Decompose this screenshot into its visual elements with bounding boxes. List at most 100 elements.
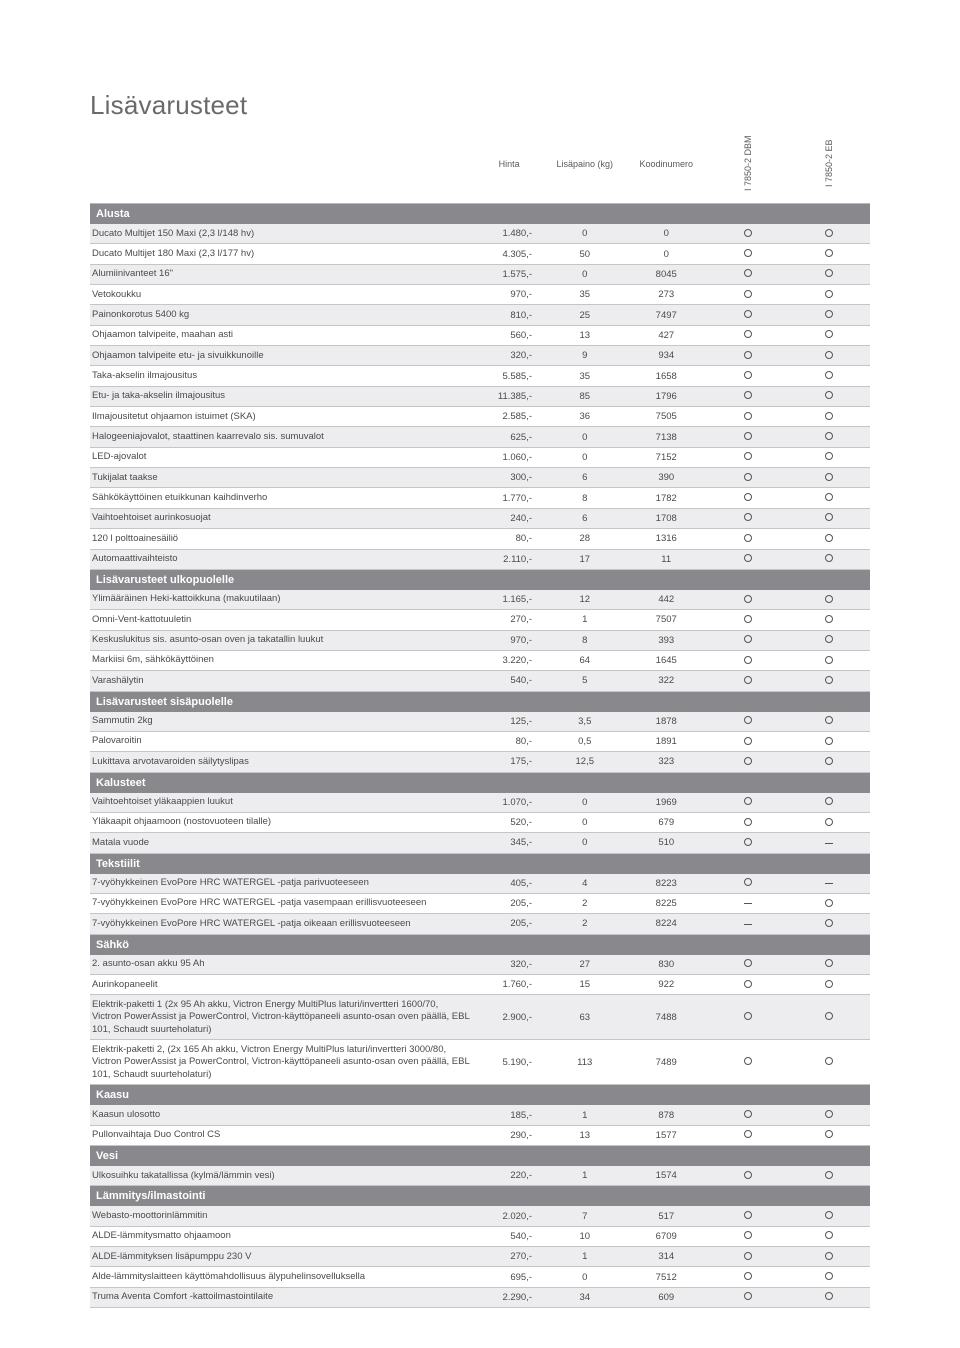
row-price: 240,-	[474, 508, 544, 528]
section-header: Lisävarusteet ulkopuolelle	[90, 569, 870, 590]
row-weight: 5	[544, 671, 625, 691]
table-row: Truma Aventa Comfort -kattoilmastointila…	[90, 1287, 870, 1307]
row-label: Pullonvaihtaja Duo Control CS	[90, 1125, 474, 1145]
row-weight: 0	[544, 812, 625, 832]
row-price: 270,-	[474, 1247, 544, 1267]
table-row: Elektrik-paketti 2, (2x 165 Ah akku, Vic…	[90, 1040, 870, 1085]
option-circle-icon	[744, 1272, 752, 1280]
table-row: 7-vyöhykkeinen EvoPore HRC WATERGEL -pat…	[90, 874, 870, 894]
row-code: 830	[626, 955, 707, 975]
row-opt-b	[788, 488, 870, 508]
row-opt-a	[707, 610, 788, 630]
option-circle-icon	[825, 1171, 833, 1179]
row-label: Truma Aventa Comfort -kattoilmastointila…	[90, 1287, 474, 1307]
row-opt-b	[788, 346, 870, 366]
table-row: Painonkorotus 5400 kg810,-257497	[90, 305, 870, 325]
row-weight: 0	[544, 427, 625, 447]
row-code: 8225	[626, 893, 707, 913]
row-weight: 0,5	[544, 731, 625, 751]
row-label: Ohjaamon talvipeite etu- ja sivuikkunoil…	[90, 346, 474, 366]
table-row: Halogeeniajovalot, staattinen kaarrevalo…	[90, 427, 870, 447]
row-label: Kaasun ulosotto	[90, 1105, 474, 1125]
row-opt-a	[707, 812, 788, 832]
row-opt-b	[788, 833, 870, 853]
section-header: Kalusteet	[90, 772, 870, 793]
row-opt-a	[707, 549, 788, 569]
row-label: Alumiinivanteet 16"	[90, 264, 474, 284]
section-header: Kaasu	[90, 1085, 870, 1106]
row-weight: 6	[544, 468, 625, 488]
row-label: Ohjaamon talvipeite, maahan asti	[90, 325, 474, 345]
row-opt-b	[788, 610, 870, 630]
option-circle-icon	[825, 737, 833, 745]
option-circle-icon	[744, 1171, 752, 1179]
row-opt-b	[788, 508, 870, 528]
table-row: Palovaroitin80,-0,51891	[90, 731, 870, 751]
row-opt-a	[707, 793, 788, 813]
table-row: Lukittava arvotavaroiden säilytyslipas17…	[90, 752, 870, 772]
row-label: Sammutin 2kg	[90, 712, 474, 732]
row-weight: 12,5	[544, 752, 625, 772]
table-row: Etu- ja taka-akselin ilmajousitus11.385,…	[90, 386, 870, 406]
row-label: Lukittava arvotavaroiden säilytyslipas	[90, 752, 474, 772]
row-weight: 0	[544, 224, 625, 244]
row-opt-b	[788, 285, 870, 305]
row-code: 8045	[626, 264, 707, 284]
row-opt-b	[788, 264, 870, 284]
header-weight: Lisäpaino (kg)	[544, 127, 625, 204]
row-label: Sähkökäyttöinen etuikkunan kaihdinverho	[90, 488, 474, 508]
row-label: Ducato Multijet 150 Maxi (2,3 l/148 hv)	[90, 224, 474, 244]
option-circle-icon	[825, 818, 833, 826]
row-label: Ilmajousitetut ohjaamon istuimet (SKA)	[90, 407, 474, 427]
table-row: Yläkaapit ohjaamoon (nostovuoteen tilall…	[90, 812, 870, 832]
row-label: ALDE-lämmityksen lisäpumppu 230 V	[90, 1247, 474, 1267]
option-circle-icon	[825, 452, 833, 460]
option-circle-icon	[744, 330, 752, 338]
row-code: 510	[626, 833, 707, 853]
row-code: 0	[626, 244, 707, 264]
row-code: 6709	[626, 1226, 707, 1246]
table-row: ALDE-lämmitysmatto ohjaamoon540,-106709	[90, 1226, 870, 1246]
row-code: 517	[626, 1206, 707, 1226]
row-opt-b	[788, 995, 870, 1040]
row-price: 11.385,-	[474, 386, 544, 406]
row-weight: 1	[544, 610, 625, 630]
row-code: 273	[626, 285, 707, 305]
row-code: 442	[626, 590, 707, 610]
row-price: 1.165,-	[474, 590, 544, 610]
option-circle-icon	[744, 290, 752, 298]
row-weight: 35	[544, 366, 625, 386]
option-circle-icon	[825, 513, 833, 521]
row-price: 2.110,-	[474, 549, 544, 569]
row-weight: 8	[544, 488, 625, 508]
row-code: 1782	[626, 488, 707, 508]
option-circle-icon	[744, 513, 752, 521]
option-circle-icon	[744, 656, 752, 664]
row-weight: 1	[544, 1166, 625, 1186]
row-price: 4.305,-	[474, 244, 544, 264]
table-row: Ohjaamon talvipeite etu- ja sivuikkunoil…	[90, 346, 870, 366]
row-label: Aurinkopaneelit	[90, 975, 474, 995]
row-weight: 0	[544, 1267, 625, 1287]
row-price: 2.290,-	[474, 1287, 544, 1307]
row-opt-a	[707, 731, 788, 751]
row-code: 427	[626, 325, 707, 345]
option-circle-icon	[825, 1211, 833, 1219]
row-label: Vaihtoehtoiset aurinkosuojat	[90, 508, 474, 528]
row-code: 8223	[626, 874, 707, 894]
option-circle-icon	[744, 1130, 752, 1138]
row-code: 314	[626, 1247, 707, 1267]
table-row: Ilmajousitetut ohjaamon istuimet (SKA)2.…	[90, 407, 870, 427]
option-circle-icon	[825, 757, 833, 765]
row-label: Keskuslukitus sis. asunto-osan oven ja t…	[90, 630, 474, 650]
row-opt-b	[788, 1206, 870, 1226]
row-price: 125,-	[474, 712, 544, 732]
row-opt-a	[707, 955, 788, 975]
row-price: 520,-	[474, 812, 544, 832]
row-code: 1796	[626, 386, 707, 406]
row-price: 1.060,-	[474, 447, 544, 467]
section-title: Tekstiilit	[90, 853, 870, 874]
section-header: Lisävarusteet sisäpuolelle	[90, 691, 870, 712]
table-row: Vetokoukku970,-35273	[90, 285, 870, 305]
row-opt-b	[788, 590, 870, 610]
